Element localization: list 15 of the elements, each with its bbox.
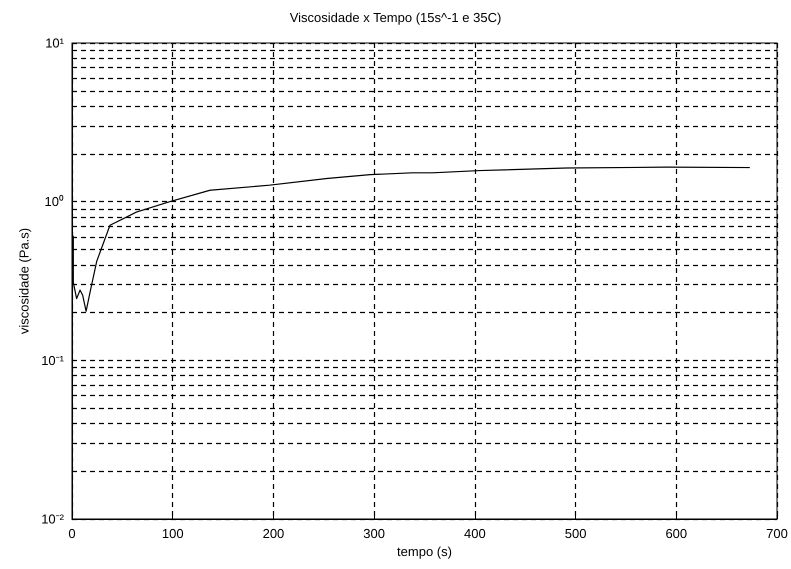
y-tick-label: 10⁻¹ [41, 352, 65, 368]
x-tick-label: 200 [262, 526, 284, 541]
y-axis-title: viscosidade (Pa.s) [16, 228, 32, 334]
x-tick-label: 600 [665, 526, 688, 541]
x-tick-label: 300 [363, 526, 385, 541]
x-tick-label: 0 [68, 526, 76, 541]
x-tick-label: 100 [162, 526, 184, 541]
y-tick-label: 10⁻² [41, 512, 65, 526]
y-tick-label: 10⁰ [44, 194, 64, 210]
y-tick-label: 10¹ [45, 36, 65, 50]
x-tick-label: 400 [464, 526, 486, 541]
x-axis-title: tempo (s) [397, 544, 452, 559]
x-tick-label: 500 [564, 526, 586, 541]
chart-title: Viscosidade x Tempo (15s^-1 e 35C) [290, 10, 502, 25]
x-tick-label: 700 [766, 526, 788, 541]
